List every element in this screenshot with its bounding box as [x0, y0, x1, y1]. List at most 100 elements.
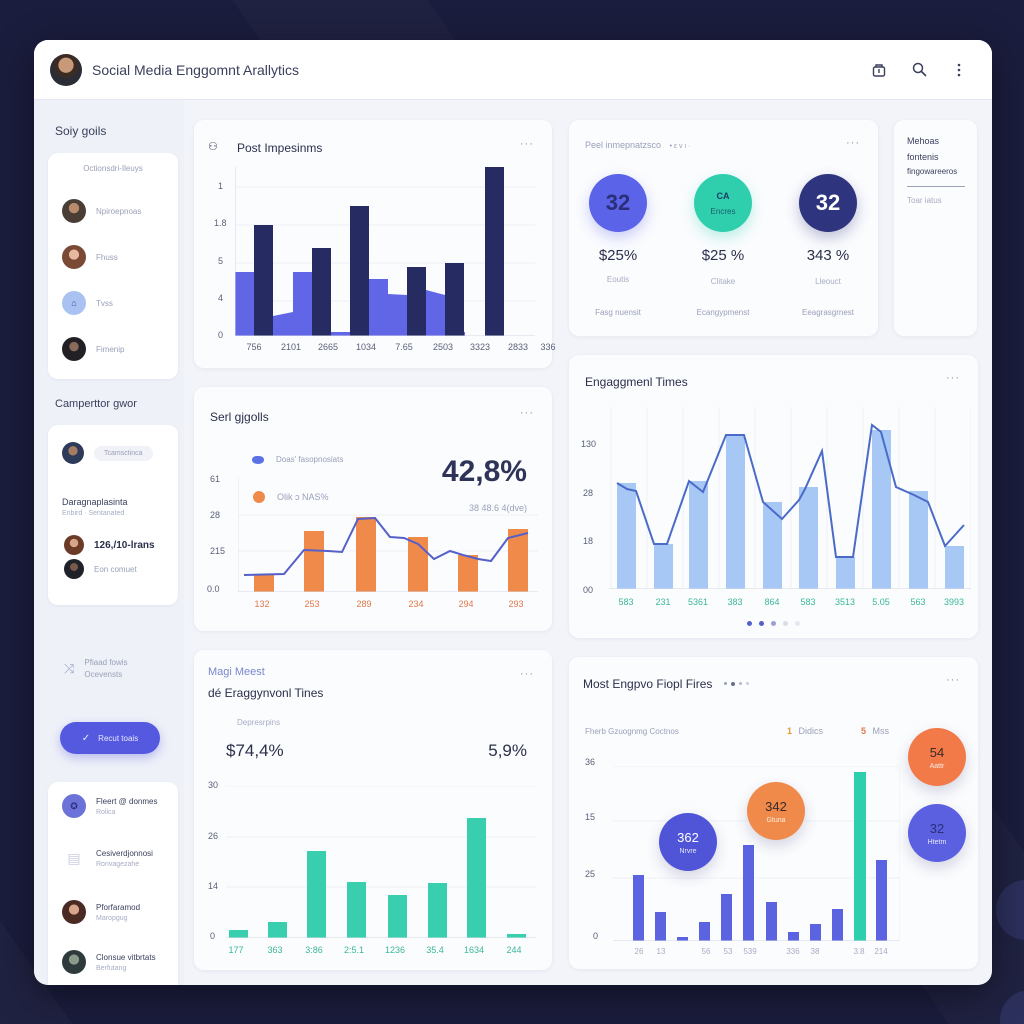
- kpi-label: Eoutis: [606, 275, 630, 284]
- x-tick: 583: [618, 597, 634, 607]
- engagement-times-card: Engaggmenl Times ··· 130 28 18 00: [569, 355, 978, 638]
- panel-line: fontenis: [907, 152, 939, 162]
- avatar: [62, 950, 86, 974]
- share-icon[interactable]: [870, 61, 888, 79]
- stat-bubble[interactable]: 342 Gtuna: [747, 782, 805, 840]
- card-title: Post Impesinms: [237, 141, 323, 155]
- x-tick: 7.65: [395, 342, 413, 352]
- activity-item[interactable]: ▤ Cesiverdjonnosi Ronvagezahe: [62, 846, 153, 870]
- x-tick: 336: [786, 947, 800, 956]
- page-dot[interactable]: [795, 621, 800, 626]
- competitor-stat-sub: Eon comuet: [64, 559, 137, 579]
- team-member-item[interactable]: Fhuss: [62, 245, 118, 269]
- y-tick: 18: [583, 536, 594, 546]
- y-tick: 25: [585, 869, 596, 879]
- more-vertical-icon[interactable]: [950, 61, 968, 79]
- pagination-dots[interactable]: [747, 621, 800, 626]
- kpi-title: Peel inmepnatzsco: [585, 140, 662, 150]
- kpi-circle: 32: [589, 174, 647, 232]
- x-tick: 3.8: [853, 947, 865, 956]
- bubble-value: 362: [677, 829, 699, 845]
- more-options-icon[interactable]: ···: [520, 668, 534, 680]
- engagement-bar-chart: [226, 786, 536, 938]
- kpi-label: Clitake: [710, 277, 736, 286]
- page-dot[interactable]: [747, 621, 752, 626]
- kpi-circle-label: Encres: [710, 206, 736, 216]
- stat-bubble[interactable]: 32 Htetm: [908, 804, 966, 862]
- kpi-footer: Eeagrasgrnest: [801, 308, 855, 317]
- page-dot[interactable]: [759, 621, 764, 626]
- page-dot[interactable]: [783, 621, 788, 626]
- activity-item[interactable]: ✪ Fleert @ donmes Rolica: [62, 794, 157, 818]
- x-tick: 2833: [507, 342, 529, 352]
- check-icon: ✓: [81, 732, 91, 744]
- kpi-circle: CA Encres: [694, 174, 752, 232]
- x-tick: 214: [874, 947, 888, 956]
- competitor-chip[interactable]: Tcamsctinca: [62, 442, 153, 464]
- tip-item[interactable]: ⤨ Pfiaad fowis Ocevensts: [64, 658, 128, 679]
- card-title: Serl gjgolls: [210, 410, 269, 424]
- most-engaged-card: Most Engpvo Fiopl Fires ··· Fherb Gzuogn…: [569, 657, 978, 969]
- search-icon[interactable]: [910, 61, 928, 79]
- team-member-item[interactable]: ⌂ Tvss: [62, 291, 113, 315]
- team-member-item[interactable]: Fimenip: [62, 337, 124, 361]
- headline-value: 42,8%: [441, 455, 527, 488]
- more-options-icon[interactable]: ···: [946, 674, 960, 686]
- x-tick: 293: [508, 599, 524, 609]
- more-options-icon[interactable]: ···: [946, 372, 960, 384]
- bubble-label: Gtuna: [766, 816, 786, 824]
- team-member-item[interactable]: Npiroepnoas: [62, 199, 141, 223]
- more-options-icon[interactable]: ···: [846, 137, 860, 149]
- reset-button[interactable]: ✓ Recut toais: [60, 722, 160, 754]
- x-tick: 363: [267, 945, 283, 955]
- more-options-icon[interactable]: ···: [520, 138, 534, 150]
- kpi-title-suffix: • ε ν ι ·: [669, 143, 691, 150]
- x-tick: 336: [540, 342, 556, 352]
- x-tick: 5361: [687, 597, 709, 607]
- panel-line: fingowareeros: [907, 167, 958, 176]
- y-tick: 0: [593, 931, 599, 941]
- x-tick: 2503: [432, 342, 454, 352]
- x-tick: 26: [634, 947, 644, 956]
- x-tick: 253: [304, 599, 320, 609]
- competitor-pill: Tcamsctinca: [94, 445, 153, 461]
- y-tick: 15: [585, 812, 596, 822]
- divider: [907, 186, 965, 187]
- y-tick: 4: [218, 293, 224, 303]
- activity-sub: Ronvagezahe: [96, 860, 140, 868]
- bubble-value: 342: [765, 798, 787, 814]
- activity-sub: Berfutang: [96, 964, 127, 972]
- x-tick: 3323: [469, 342, 491, 352]
- legend-item: 5 Mss: [861, 726, 889, 736]
- users-icon: ⚇: [208, 141, 218, 153]
- activity-sub: Rolica: [96, 808, 116, 816]
- activity-item[interactable]: Clonsue vitbrtats Berfutang: [62, 950, 156, 974]
- tip-line: Ocevensts: [84, 670, 123, 679]
- x-tick: 864: [764, 597, 780, 607]
- y-tick: 5: [218, 256, 224, 266]
- y-tick: 215: [210, 546, 226, 556]
- bubble-value: 32: [929, 820, 945, 836]
- stat-bubble[interactable]: 54 Aattr: [908, 728, 966, 786]
- x-tick: 5.05: [872, 597, 890, 607]
- most-engaged-title: Most Engpvo Fiopl Fires: [583, 677, 713, 691]
- x-tick: 13: [656, 947, 666, 956]
- kpi-value: $25%: [598, 247, 638, 264]
- kpi-circle-value: 32: [815, 190, 841, 215]
- legend-label: Olik ɔ NAS%: [277, 492, 329, 502]
- legend-item: Doas' fasopnosiats: [252, 455, 343, 464]
- activity-item[interactable]: Pforfaramod Maropgug: [62, 900, 140, 924]
- stat-bubble[interactable]: 362 Nrvre: [659, 813, 717, 871]
- card-title: dé Eraggynvonl Tines: [208, 686, 324, 700]
- activity-title: Pforfaramod: [96, 902, 141, 912]
- page-dot[interactable]: [771, 621, 776, 626]
- x-tick: 244: [506, 945, 522, 955]
- y-tick: 28: [210, 510, 221, 520]
- more-options-icon[interactable]: ···: [520, 407, 534, 419]
- avatar: [62, 337, 86, 361]
- user-avatar[interactable]: [50, 53, 82, 86]
- activity-card: ✪ Fleert @ donmes Rolica ▤ Cesiverdjonnos…: [48, 782, 178, 985]
- bubble-label: Htetm: [927, 838, 947, 846]
- avatar: [64, 559, 84, 579]
- kpi-value: 343 %: [806, 247, 850, 264]
